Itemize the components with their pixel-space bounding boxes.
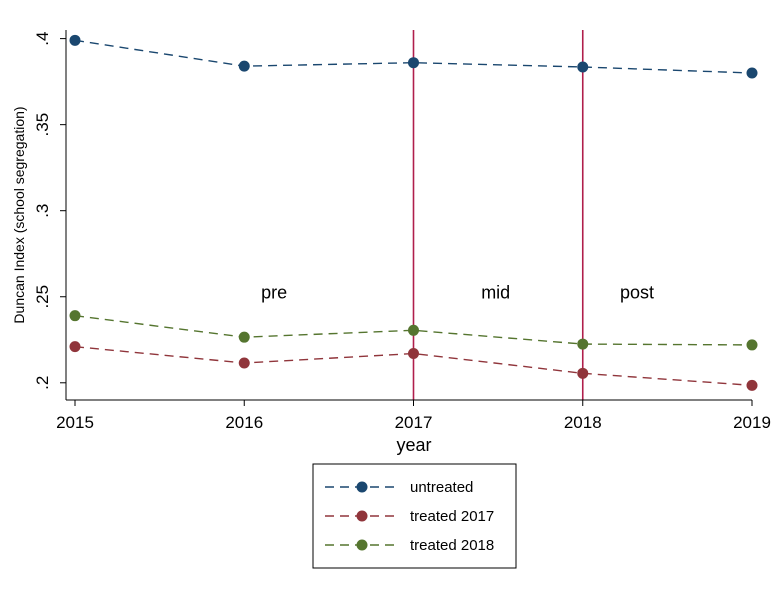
legend: untreated treated 2017 treated 2018	[312, 463, 517, 569]
vertical-lines	[412, 30, 584, 400]
data-point	[746, 379, 758, 391]
phase-label-pre: pre	[261, 282, 287, 302]
data-point	[238, 60, 250, 72]
legend-marker	[356, 510, 368, 522]
legend-marker	[356, 481, 368, 493]
data-point	[746, 67, 758, 79]
legend-item: untreated	[325, 479, 473, 496]
y-tick-label: .3	[33, 204, 52, 218]
data-point	[69, 341, 81, 353]
phase-label-mid: mid	[481, 282, 510, 302]
legend-item: treated 2018	[325, 537, 494, 554]
data-point	[577, 338, 589, 350]
data-point	[69, 34, 81, 46]
y-tick-label: .2	[33, 376, 52, 390]
y-axis-title: Duncan Index (school segregation)	[11, 106, 27, 323]
series-treated-2017	[69, 341, 758, 391]
phase-label-post: post	[620, 282, 654, 302]
legend-item: treated 2017	[325, 508, 494, 525]
x-tick-label: 2019	[733, 413, 771, 432]
axes: .2 .25 .3 .35 .4 2015 2016 2017 2018 2019	[33, 30, 771, 432]
data-point	[408, 324, 419, 336]
y-tick-label: .35	[33, 113, 52, 137]
legend-label: treated 2018	[410, 537, 494, 554]
data-point	[746, 339, 758, 351]
x-tick-label: 2016	[225, 413, 263, 432]
y-tick-label: .4	[33, 32, 52, 46]
legend-marker	[356, 539, 368, 551]
series-line	[74, 314, 753, 346]
legend-label: untreated	[410, 479, 473, 496]
data-point	[577, 367, 589, 379]
series-untreated	[69, 34, 758, 79]
data-point	[238, 357, 250, 369]
data-point	[408, 57, 419, 69]
data-point	[408, 348, 419, 360]
data-point	[577, 61, 589, 73]
y-tick-label: .25	[33, 285, 52, 309]
x-tick-label: 2018	[564, 413, 602, 432]
data-point	[238, 331, 250, 343]
x-tick-label: 2017	[395, 413, 433, 432]
series-group	[69, 34, 758, 391]
x-tick-label: 2015	[56, 413, 94, 432]
data-point	[69, 310, 81, 322]
x-axis-title: year	[396, 435, 431, 455]
series-treated-2018	[69, 310, 758, 351]
legend-label: treated 2017	[410, 508, 494, 525]
annotations: pre mid post	[261, 282, 654, 302]
series-line	[74, 345, 753, 387]
